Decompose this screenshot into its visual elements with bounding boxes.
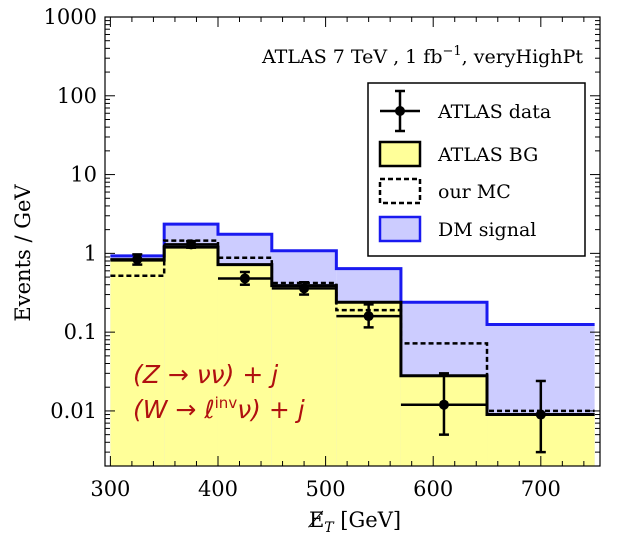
chart-annotation: ATLAS 7 TeV , 1 fb−1, veryHighPt (261, 44, 583, 68)
data-point-marker (186, 239, 197, 250)
process-label-w-superscript: inv (215, 394, 238, 412)
x-axis-title-unit: [GeV] (334, 508, 401, 532)
data-point (400, 372, 488, 436)
legend-label: ATLAS data (437, 101, 551, 123)
data-point-marker (438, 399, 449, 410)
y-tick-label: 1000 (44, 5, 97, 29)
plot-frame (104, 16, 601, 467)
legend-mc-swatch (378, 177, 422, 205)
plot-frame-rect (104, 16, 601, 467)
process-label-z: (Z → νν) + j (133, 360, 278, 389)
x-tick-label: 500 (306, 477, 346, 501)
legend-data-marker (395, 106, 405, 116)
plot-data (110, 239, 595, 454)
legend-signal-swatch (378, 215, 422, 243)
data-point (164, 239, 218, 250)
data-point (336, 303, 401, 329)
legend-item: our MC (378, 177, 511, 205)
x-tick-label: 600 (413, 477, 453, 501)
x-axis-title-symbol: E̸ (307, 508, 324, 532)
y-tick-label: 0.1 (64, 320, 97, 344)
atlas-bg-bar (336, 302, 401, 466)
y-axis-title: Events / GeV (11, 184, 35, 322)
y-tick-label: 100 (57, 84, 97, 108)
data-point (110, 253, 165, 266)
data-point-marker (239, 273, 250, 284)
legend-item: DM signal (378, 215, 536, 243)
atlas-bg-bar (217, 264, 272, 466)
atlas-bg-bar (271, 285, 337, 466)
our-mc-line (110, 239, 595, 413)
x-axis-title-subscript: T (324, 520, 335, 536)
x-tick-label: 700 (521, 477, 561, 501)
data-point-marker (363, 311, 374, 322)
x-axis-title: E̸T [GeV] (307, 508, 401, 536)
atlas-bg-bar (164, 247, 218, 466)
legend-label: our MC (438, 181, 511, 203)
data-point (487, 379, 595, 454)
plot-fills (110, 224, 595, 466)
y-tick-label: 0.01 (50, 399, 97, 423)
data-point (217, 270, 272, 286)
legend-label: DM signal (438, 219, 536, 241)
annotation-part-2: , veryHighPt (462, 46, 584, 68)
data-point-marker (132, 254, 143, 265)
x-tick-label: 400 (198, 477, 238, 501)
atlas-bg-bar (110, 260, 165, 466)
legend: ATLAS data ATLAS BG our MC DM signal (367, 82, 586, 257)
annotation-superscript: −1 (442, 44, 461, 59)
dm-signal-line (110, 222, 595, 327)
axis-ticks: 0.01 0.1 1 10 100 1000 300 400 500 600 700 (44, 5, 600, 501)
legend-item: ATLAS data (380, 89, 551, 133)
data-point-marker (299, 283, 310, 294)
annotation-part-1: ATLAS 7 TeV , 1 fb (261, 46, 442, 68)
legend-item: ATLAS BG (378, 140, 538, 168)
y-tick-label: 10 (70, 163, 97, 187)
legend-bg-swatch (378, 140, 422, 168)
data-point-marker (535, 409, 546, 420)
process-label-w-rest: ν) + j (237, 395, 305, 424)
data-point (271, 280, 337, 296)
legend-label: ATLAS BG (437, 144, 538, 166)
x-tick-label: 300 (90, 477, 130, 501)
y-tick-label: 1 (84, 241, 97, 265)
